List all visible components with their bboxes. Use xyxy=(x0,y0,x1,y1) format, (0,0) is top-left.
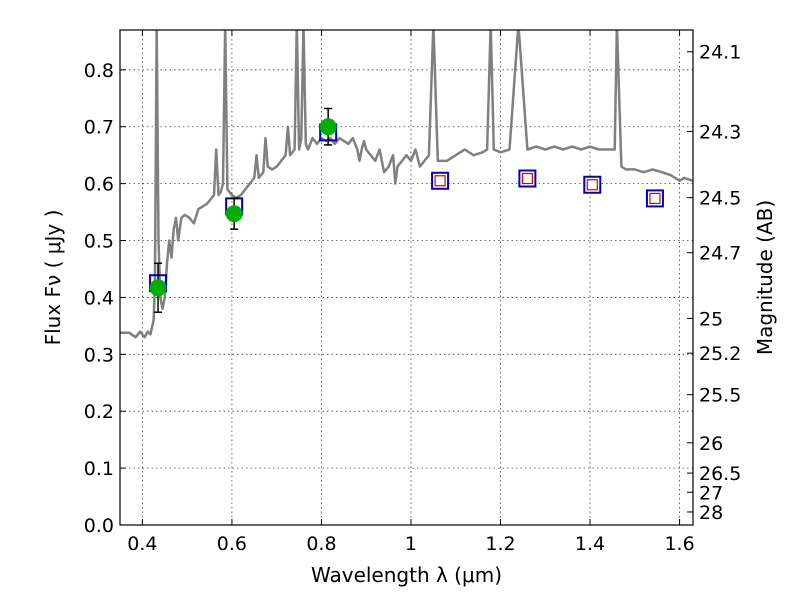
x-axis-label: Wavelength λ (μm) xyxy=(311,563,502,587)
observed-circle-marker xyxy=(319,118,337,136)
predicted-outer-square-marker xyxy=(645,189,664,208)
y-axis-ticks: 0.0 0.1 0.2 0.3 0.4 0.5 0.6 0.7 0.8 xyxy=(84,60,126,537)
y-tick-label: 0.4 xyxy=(84,287,114,309)
predicted-inner-square-marker xyxy=(434,175,446,187)
x-tick-label: 1.6 xyxy=(664,533,694,555)
predicted-inner-square-marker xyxy=(521,172,533,185)
x-tick-label: 0.6 xyxy=(217,533,247,555)
predicted-outer-square-marker xyxy=(431,171,450,190)
x-tick-label: 1.2 xyxy=(485,533,515,555)
grid xyxy=(120,30,693,526)
predicted-outer-square-marker xyxy=(518,169,537,188)
y2-tick-label: 24.7 xyxy=(699,243,741,265)
y-tick-label: 0.5 xyxy=(84,231,114,253)
observed-circle-marker xyxy=(149,279,167,297)
y-tick-label: 0.0 xyxy=(84,515,114,537)
y-tick-label: 0.1 xyxy=(84,458,114,480)
y-tick-label: 0.7 xyxy=(84,117,114,139)
x-tick-label: 0.4 xyxy=(127,533,157,555)
y2-axis-label: Magnitude (AB) xyxy=(753,200,777,355)
photometry-markers xyxy=(149,107,664,313)
observed-circle-marker xyxy=(225,205,243,223)
predicted-inner-square-marker xyxy=(586,179,598,191)
plot-frame xyxy=(119,29,694,526)
predicted-outer-square-marker xyxy=(583,175,602,194)
y2-tick-label: 28 xyxy=(699,502,723,524)
predicted-inner-square-marker xyxy=(649,192,661,205)
y-tick-label: 0.3 xyxy=(84,344,114,366)
y2-tick-label: 24.5 xyxy=(699,188,741,210)
y2-tick-label: 25 xyxy=(699,308,723,330)
y2-tick-label: 26.5 xyxy=(699,463,741,485)
y2-tick-label: 24.3 xyxy=(699,121,741,143)
y-tick-label: 0.2 xyxy=(84,401,114,423)
y2-tick-label: 26 xyxy=(699,433,723,455)
spectrum-line xyxy=(120,30,693,339)
y2-tick-label: 25.2 xyxy=(699,343,741,365)
y2-tick-label: 25.5 xyxy=(699,385,741,407)
y2-tick-label: 27 xyxy=(699,482,723,504)
x-tick-label: 1.4 xyxy=(575,533,605,555)
y-tick-label: 0.8 xyxy=(84,60,114,82)
x-tick-label: 0.8 xyxy=(306,533,336,555)
y-tick-label: 0.6 xyxy=(84,174,114,196)
y2-tick-label: 24.1 xyxy=(699,42,741,64)
y-axis-label: Flux Fν ( μJy ) xyxy=(41,210,65,346)
x-tick-label: 1 xyxy=(405,533,417,555)
x-axis-ticks: 0.4 0.6 0.8 1 1.2 1.4 1.6 xyxy=(127,30,695,555)
spectrum-series xyxy=(120,30,693,339)
